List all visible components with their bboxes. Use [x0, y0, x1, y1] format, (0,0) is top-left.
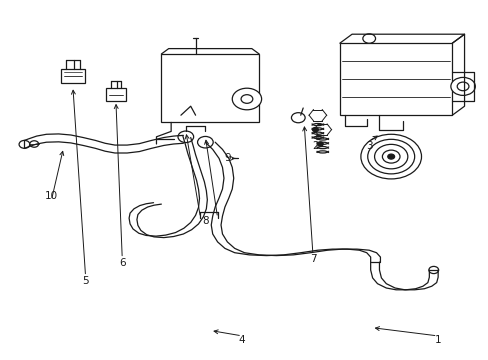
Text: 3: 3: [365, 141, 372, 151]
Text: 6: 6: [119, 258, 125, 268]
Bar: [161, 54, 259, 122]
Bar: [106, 88, 125, 101]
Text: 5: 5: [82, 276, 89, 286]
Text: 8: 8: [202, 216, 208, 226]
Circle shape: [360, 134, 421, 179]
Text: 7: 7: [309, 254, 316, 264]
Circle shape: [178, 131, 193, 143]
Circle shape: [232, 88, 261, 110]
Circle shape: [367, 139, 414, 174]
Circle shape: [291, 113, 305, 123]
Circle shape: [382, 150, 399, 163]
Circle shape: [317, 142, 323, 146]
Text: 9: 9: [224, 153, 230, 163]
Text: 2: 2: [311, 141, 318, 151]
Circle shape: [428, 266, 438, 274]
Circle shape: [197, 136, 213, 148]
Circle shape: [362, 34, 375, 43]
Text: 1: 1: [433, 335, 440, 345]
Circle shape: [19, 140, 30, 148]
Text: 4: 4: [238, 335, 245, 345]
Circle shape: [241, 95, 252, 103]
Circle shape: [387, 154, 394, 159]
Circle shape: [456, 82, 468, 91]
Bar: [339, 43, 451, 115]
Circle shape: [450, 77, 474, 95]
Circle shape: [312, 127, 318, 132]
Circle shape: [374, 144, 407, 169]
Text: 10: 10: [45, 191, 58, 201]
Circle shape: [30, 141, 39, 147]
Bar: [61, 69, 84, 83]
